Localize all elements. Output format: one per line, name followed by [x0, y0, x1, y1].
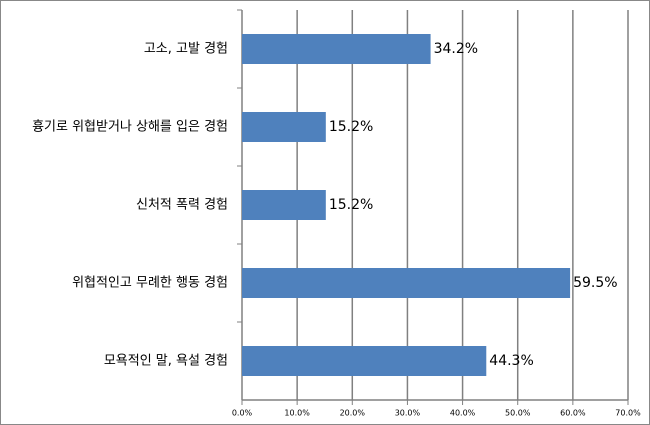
bar	[242, 190, 326, 220]
data-label: 34.2%	[434, 41, 478, 57]
data-label: 44.3%	[489, 353, 533, 369]
bar	[242, 346, 487, 376]
y-tick-label: 흉기로 위협받거나 상해를 입은 경험	[32, 120, 228, 135]
bar	[242, 112, 326, 142]
x-tick-label: 10.0%	[284, 409, 310, 418]
data-label: 15.2%	[329, 119, 373, 135]
x-tick-label: 50.0%	[505, 409, 531, 418]
y-tick-label: 고소, 고발 경험	[144, 42, 228, 57]
y-tick-label: 모욕적인 말, 욕설 경험	[104, 354, 228, 369]
x-tick-label: 40.0%	[450, 409, 476, 418]
bar	[242, 268, 571, 298]
y-tick-label: 신처적 폭력 경험	[136, 198, 228, 213]
data-label: 15.2%	[329, 197, 373, 213]
x-tick-label: 70.0%	[615, 409, 641, 418]
x-tick-label: 0.0%	[232, 409, 253, 418]
data-label: 59.5%	[573, 275, 617, 291]
y-tick-label: 위협적인고 무례한 행동 경험	[72, 275, 228, 291]
x-tick-label: 20.0%	[340, 409, 366, 418]
x-tick-label: 60.0%	[560, 409, 586, 418]
bar	[242, 34, 431, 64]
x-tick-label: 30.0%	[395, 409, 421, 418]
